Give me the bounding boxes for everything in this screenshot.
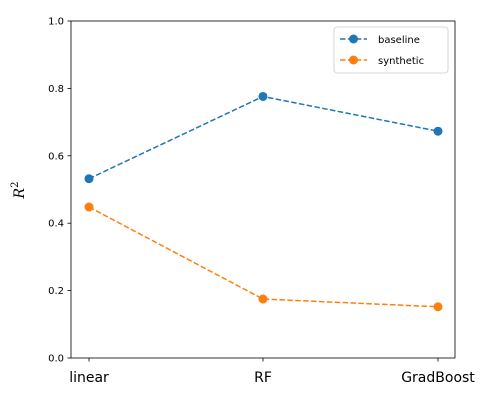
legend: baseline synthetic [333,26,449,74]
series-line-synthetic [88,206,439,308]
y-tick-label-4: 0.8 [48,84,64,95]
data-point-synthetic-linear [84,202,94,212]
legend-entry-synthetic: synthetic [340,55,424,67]
data-point-baseline-GradBoost [433,126,443,136]
legend-entry-baseline: baseline [340,34,420,46]
x-axis: linear RF GradBoost [69,358,475,386]
legend-box [333,26,449,74]
series-layer [84,91,443,312]
legend-label-synthetic: synthetic [378,56,424,67]
series-baseline [84,91,443,184]
y-axis-label-superscript: 2 [10,182,21,188]
data-point-synthetic-RF [258,294,268,304]
y-tick-label-3: 0.6 [48,151,64,162]
x-tick-label-1: RF [254,370,272,386]
y-tick-label-5: 1.0 [48,17,64,28]
legend-marker-synthetic [349,55,358,65]
y-tick-label-0: 0.0 [48,354,64,365]
data-point-baseline-linear [84,174,94,184]
y-tick-label-1: 0.2 [48,286,64,297]
x-tick-label-2: GradBoost [401,370,475,386]
data-point-baseline-RF [258,91,268,101]
series-synthetic [84,202,443,312]
y-tick-label-2: 0.4 [48,219,64,230]
y-axis-label: R2 [10,182,28,200]
y-axis: 0.0 0.2 0.4 0.6 0.8 1.0 [48,17,71,365]
data-point-synthetic-GradBoost [433,302,443,312]
legend-label-baseline: baseline [378,35,420,46]
legend-marker-baseline [349,34,358,44]
x-tick-label-0: linear [69,370,109,386]
